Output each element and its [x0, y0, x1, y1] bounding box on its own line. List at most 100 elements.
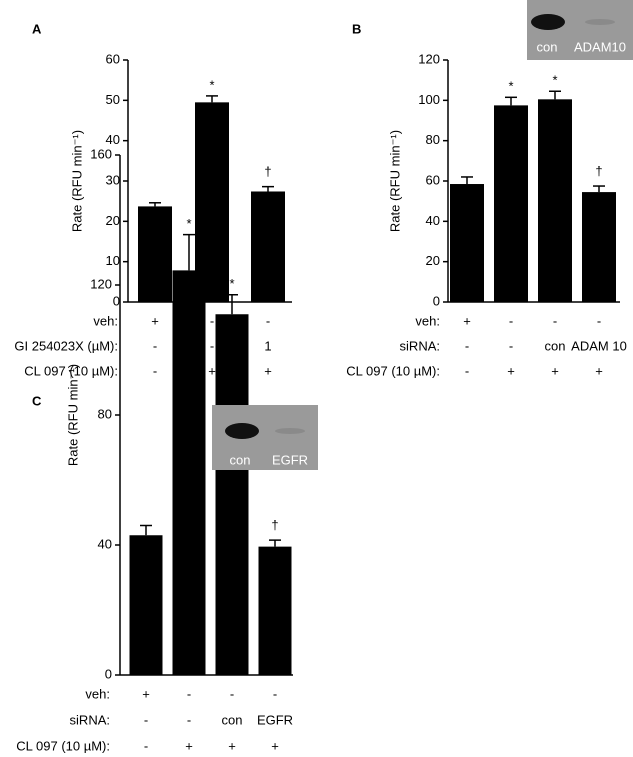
panel-label: A	[32, 21, 42, 36]
y-tick-label: 20	[106, 213, 120, 228]
condition-value: -	[509, 338, 513, 353]
blot-band-faint	[275, 428, 305, 434]
y-tick-label: 40	[106, 132, 120, 147]
error-bar	[149, 202, 161, 207]
y-tick-label: 20	[426, 253, 440, 268]
y-tick-label: 0	[105, 666, 112, 681]
condition-value: +	[151, 313, 159, 328]
y-tick-label: 10	[106, 253, 120, 268]
y-tick-label: 40	[426, 213, 440, 228]
error-bar	[505, 96, 517, 106]
condition-value: -	[465, 338, 469, 353]
y-tick-label: 160	[90, 146, 112, 161]
blot-background	[212, 405, 318, 470]
condition-value: -	[597, 313, 601, 328]
y-tick-label: 40	[98, 536, 112, 551]
error-bar	[206, 95, 218, 103]
condition-value: +	[185, 738, 193, 753]
y-axis-label: Rate (RFU min⁻¹)	[65, 364, 80, 466]
bar	[195, 102, 229, 302]
error-bar	[593, 185, 605, 193]
blot-lane-label: con	[230, 452, 251, 467]
condition-value: -	[230, 686, 234, 701]
condition-value: -	[144, 738, 148, 753]
condition-value: con	[222, 712, 243, 727]
bar	[494, 105, 528, 302]
blot-lane-label: con	[537, 39, 558, 54]
condition-label: CL 097 (10 µM):	[16, 738, 110, 753]
bar	[138, 206, 172, 302]
condition-value: +	[463, 313, 471, 328]
condition-value: +	[595, 363, 603, 378]
panel-label: C	[32, 393, 42, 408]
condition-label: siRNA:	[400, 338, 440, 353]
blot-lane-label: ADAM10	[574, 39, 626, 54]
condition-label: veh:	[93, 313, 118, 328]
y-tick-label: 100	[418, 92, 440, 107]
condition-label: GI 254023X (µM):	[14, 338, 118, 353]
condition-value: -	[210, 338, 214, 353]
panel-label: B	[352, 21, 361, 36]
condition-value: -	[187, 686, 191, 701]
bar	[582, 192, 616, 302]
condition-label: veh:	[85, 686, 110, 701]
y-tick-label: 120	[90, 276, 112, 291]
error-bar	[549, 90, 561, 100]
y-tick-label: 0	[113, 293, 120, 308]
condition-value: -	[153, 338, 157, 353]
blot-band-faint	[585, 19, 615, 25]
blot-lane-label: EGFR	[272, 452, 308, 467]
error-bar	[461, 176, 473, 185]
y-tick-label: 80	[426, 132, 440, 147]
condition-value: +	[142, 686, 150, 701]
y-tick-label: 60	[426, 172, 440, 187]
y-tick-label: 50	[106, 92, 120, 107]
bar	[129, 535, 163, 675]
error-bar	[140, 524, 152, 536]
condition-value: -	[153, 363, 157, 378]
error-bar	[262, 185, 274, 192]
significance-mark: *	[508, 79, 513, 94]
condition-label: siRNA:	[70, 712, 110, 727]
western-blot-inset: con ADAM10	[527, 0, 633, 60]
condition-label: CL 097 (10 µM):	[24, 363, 118, 378]
condition-value: +	[208, 363, 216, 378]
condition-value: EGFR	[257, 712, 293, 727]
condition-label: CL 097 (10 µM):	[346, 363, 440, 378]
error-bar	[183, 233, 195, 271]
y-axis-label: Rate (RFU min⁻¹)	[387, 130, 402, 232]
significance-mark: *	[209, 77, 214, 92]
condition-value: con	[545, 338, 566, 353]
condition-value: +	[271, 738, 279, 753]
bar	[172, 270, 206, 675]
significance-mark: *	[552, 73, 557, 88]
condition-value: +	[551, 363, 559, 378]
blot-band	[531, 14, 565, 30]
y-tick-label: 0	[433, 293, 440, 308]
bar	[258, 546, 292, 675]
bar	[251, 191, 285, 302]
error-bar	[269, 539, 281, 547]
condition-value: -	[187, 712, 191, 727]
condition-value: +	[228, 738, 236, 753]
condition-value: 1	[264, 338, 271, 353]
y-tick-label: 30	[106, 172, 120, 187]
condition-value: -	[509, 313, 513, 328]
condition-value: -	[210, 313, 214, 328]
condition-value: +	[507, 363, 515, 378]
significance-mark: *	[229, 276, 234, 291]
condition-value: -	[266, 313, 270, 328]
y-tick-label: 80	[98, 406, 112, 421]
condition-value: +	[264, 363, 272, 378]
condition-value: -	[553, 313, 557, 328]
significance-mark: †	[271, 518, 278, 533]
significance-mark: †	[595, 163, 602, 178]
condition-value: -	[465, 363, 469, 378]
error-bar	[226, 294, 238, 315]
y-tick-label: 120	[418, 51, 440, 66]
y-tick-label: 60	[106, 51, 120, 66]
condition-value: -	[144, 712, 148, 727]
condition-label: veh:	[415, 313, 440, 328]
